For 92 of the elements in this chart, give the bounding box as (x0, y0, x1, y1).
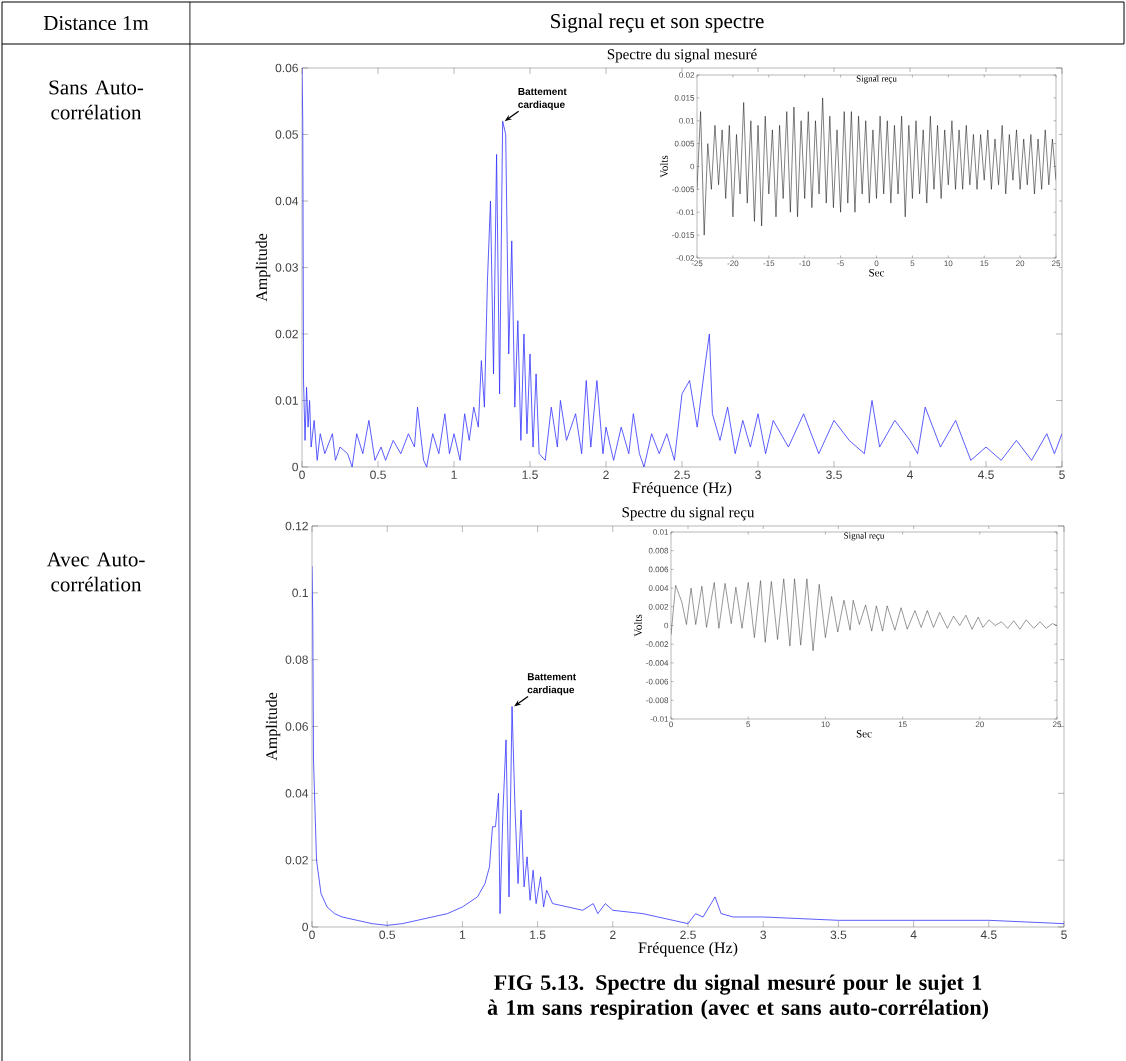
line-series (697, 97, 1057, 236)
y-axis-title: Amplitude (265, 692, 281, 761)
x-tick-label: 15 (980, 260, 989, 267)
y-tick-label: 0.02 (679, 72, 695, 78)
y-tick-label: 0.02 (275, 329, 298, 339)
x-tick-label: -20 (727, 260, 739, 267)
x-axis-title: Fréquence (Hz) (638, 941, 738, 957)
y-axis-title: Volts (634, 614, 642, 637)
x-tick-label: -25 (691, 260, 703, 267)
y-tick-label: 0.04 (275, 196, 299, 206)
x-tick-label: 20 (975, 721, 984, 728)
y-tick-label: 0 (292, 462, 299, 472)
y-tick-label: 0.04 (285, 789, 309, 798)
x-tick-label: 5 (1059, 470, 1065, 479)
x-tick-label: 1 (459, 930, 466, 939)
x-tick-label: 15 (898, 721, 907, 728)
x-tick-label: 3.5 (826, 470, 842, 480)
x-tick-label: -15 (763, 260, 775, 267)
x-tick-label: 3 (760, 930, 767, 940)
y-axis-title: Amplitude (255, 233, 271, 302)
y-tick-label: 0 (664, 622, 669, 629)
y-tick-label: -0.005 (672, 186, 695, 193)
chart-title: Spectre du signal mesuré (607, 48, 757, 63)
x-tick-label: 0 (874, 260, 879, 267)
y-tick-label: 0.06 (275, 63, 298, 73)
y-axis-title: Volts (660, 155, 668, 178)
x-tick-label: 4.5 (977, 470, 994, 479)
x-tick-label: 0.5 (379, 930, 396, 940)
text: Avec Auto-corrélation (46, 552, 145, 592)
x-tick-label: 1 (451, 470, 457, 479)
y-tick-label: 0.002 (648, 603, 669, 610)
y-tick-label: 0.12 (285, 521, 308, 531)
x-axis-title: Fréquence (Hz) (632, 481, 732, 497)
y-tick-label: -0.004 (646, 660, 669, 666)
y-tick-label: 0.06 (285, 722, 308, 731)
x-tick-label: 2.5 (680, 930, 696, 940)
y-tick-label: 0.08 (285, 655, 308, 664)
x-tick-label: 25 (1051, 260, 1061, 267)
x-tick-label: 2.5 (674, 470, 690, 480)
x-tick-label: 25 (1052, 721, 1062, 728)
text: Sans Auto-corrélation (49, 80, 144, 120)
y-tick-label: 0.02 (285, 855, 308, 865)
y-tick-label: 0.05 (275, 130, 298, 139)
x-tick-label: 1.5 (522, 470, 538, 479)
y-tick-label: -0.01 (650, 716, 669, 722)
x-tick-label: 3 (755, 470, 761, 480)
y-tick-label: 0.1 (292, 588, 308, 598)
y-tick-label: -0.008 (646, 697, 669, 704)
x-tick-label: 2 (610, 930, 616, 939)
y-tick-label: -0.01 (676, 209, 695, 216)
x-tick-label: 10 (944, 260, 953, 267)
x-tick-label: -10 (799, 260, 811, 267)
x-tick-label: 2 (603, 470, 609, 479)
y-tick-label: 0.008 (648, 547, 669, 554)
x-tick-label: 3.5 (830, 930, 847, 940)
y-tick-label: 0 (302, 922, 309, 932)
line-series (671, 578, 1058, 651)
x-axis-title: Sec (869, 269, 885, 277)
text: Signal reçu et son spectre (551, 13, 764, 33)
x-tick-label: 20 (1016, 260, 1025, 267)
x-tick-label: -5 (837, 260, 844, 267)
x-tick-label: 4 (910, 930, 917, 939)
y-tick-label: -0.015 (672, 232, 695, 238)
annotation: Battement cardiaque (527, 673, 577, 696)
x-axis-title: Sec (856, 730, 872, 738)
x-tick-label: 1.5 (530, 930, 546, 939)
y-tick-label: -0.002 (646, 641, 669, 648)
x-tick-label: 0.5 (370, 470, 386, 480)
text: Distance 1m (43, 15, 149, 31)
y-tick-label: 0.01 (653, 529, 669, 535)
y-tick-label: 0.005 (674, 140, 695, 147)
x-tick-label: 10 (821, 721, 830, 728)
y-tick-label: -0.02 (676, 255, 695, 261)
chart-title: Signal reçu (856, 75, 897, 84)
annotation: Battement cardiaque (518, 88, 567, 110)
y-tick-label: 0.01 (679, 117, 695, 124)
y-tick-label: 0.015 (674, 95, 695, 101)
y-tick-label: 0.006 (648, 566, 669, 573)
x-tick-label: 4.5 (980, 930, 997, 939)
x-tick-label: 5 (910, 260, 915, 267)
chart-title: Spectre du signal reçu (622, 506, 755, 521)
chart-title: Signal reçu (844, 532, 885, 541)
line-series (302, 68, 1063, 467)
y-tick-label: 0 (690, 163, 695, 170)
y-tick-label: 0.03 (275, 263, 298, 272)
x-tick-label: 5 (1061, 930, 1067, 939)
y-tick-label: -0.006 (646, 678, 669, 685)
y-tick-label: 0.01 (275, 396, 298, 405)
y-tick-label: 0.004 (648, 585, 669, 591)
x-tick-label: 4 (906, 470, 913, 479)
caption: FIG 5.13. Spectre du signal mesuré pour le sujet 1 à 1m sans respiration (avec et sans auto-corrélation) (487, 974, 988, 1020)
x-tick-label: 5 (746, 721, 751, 728)
